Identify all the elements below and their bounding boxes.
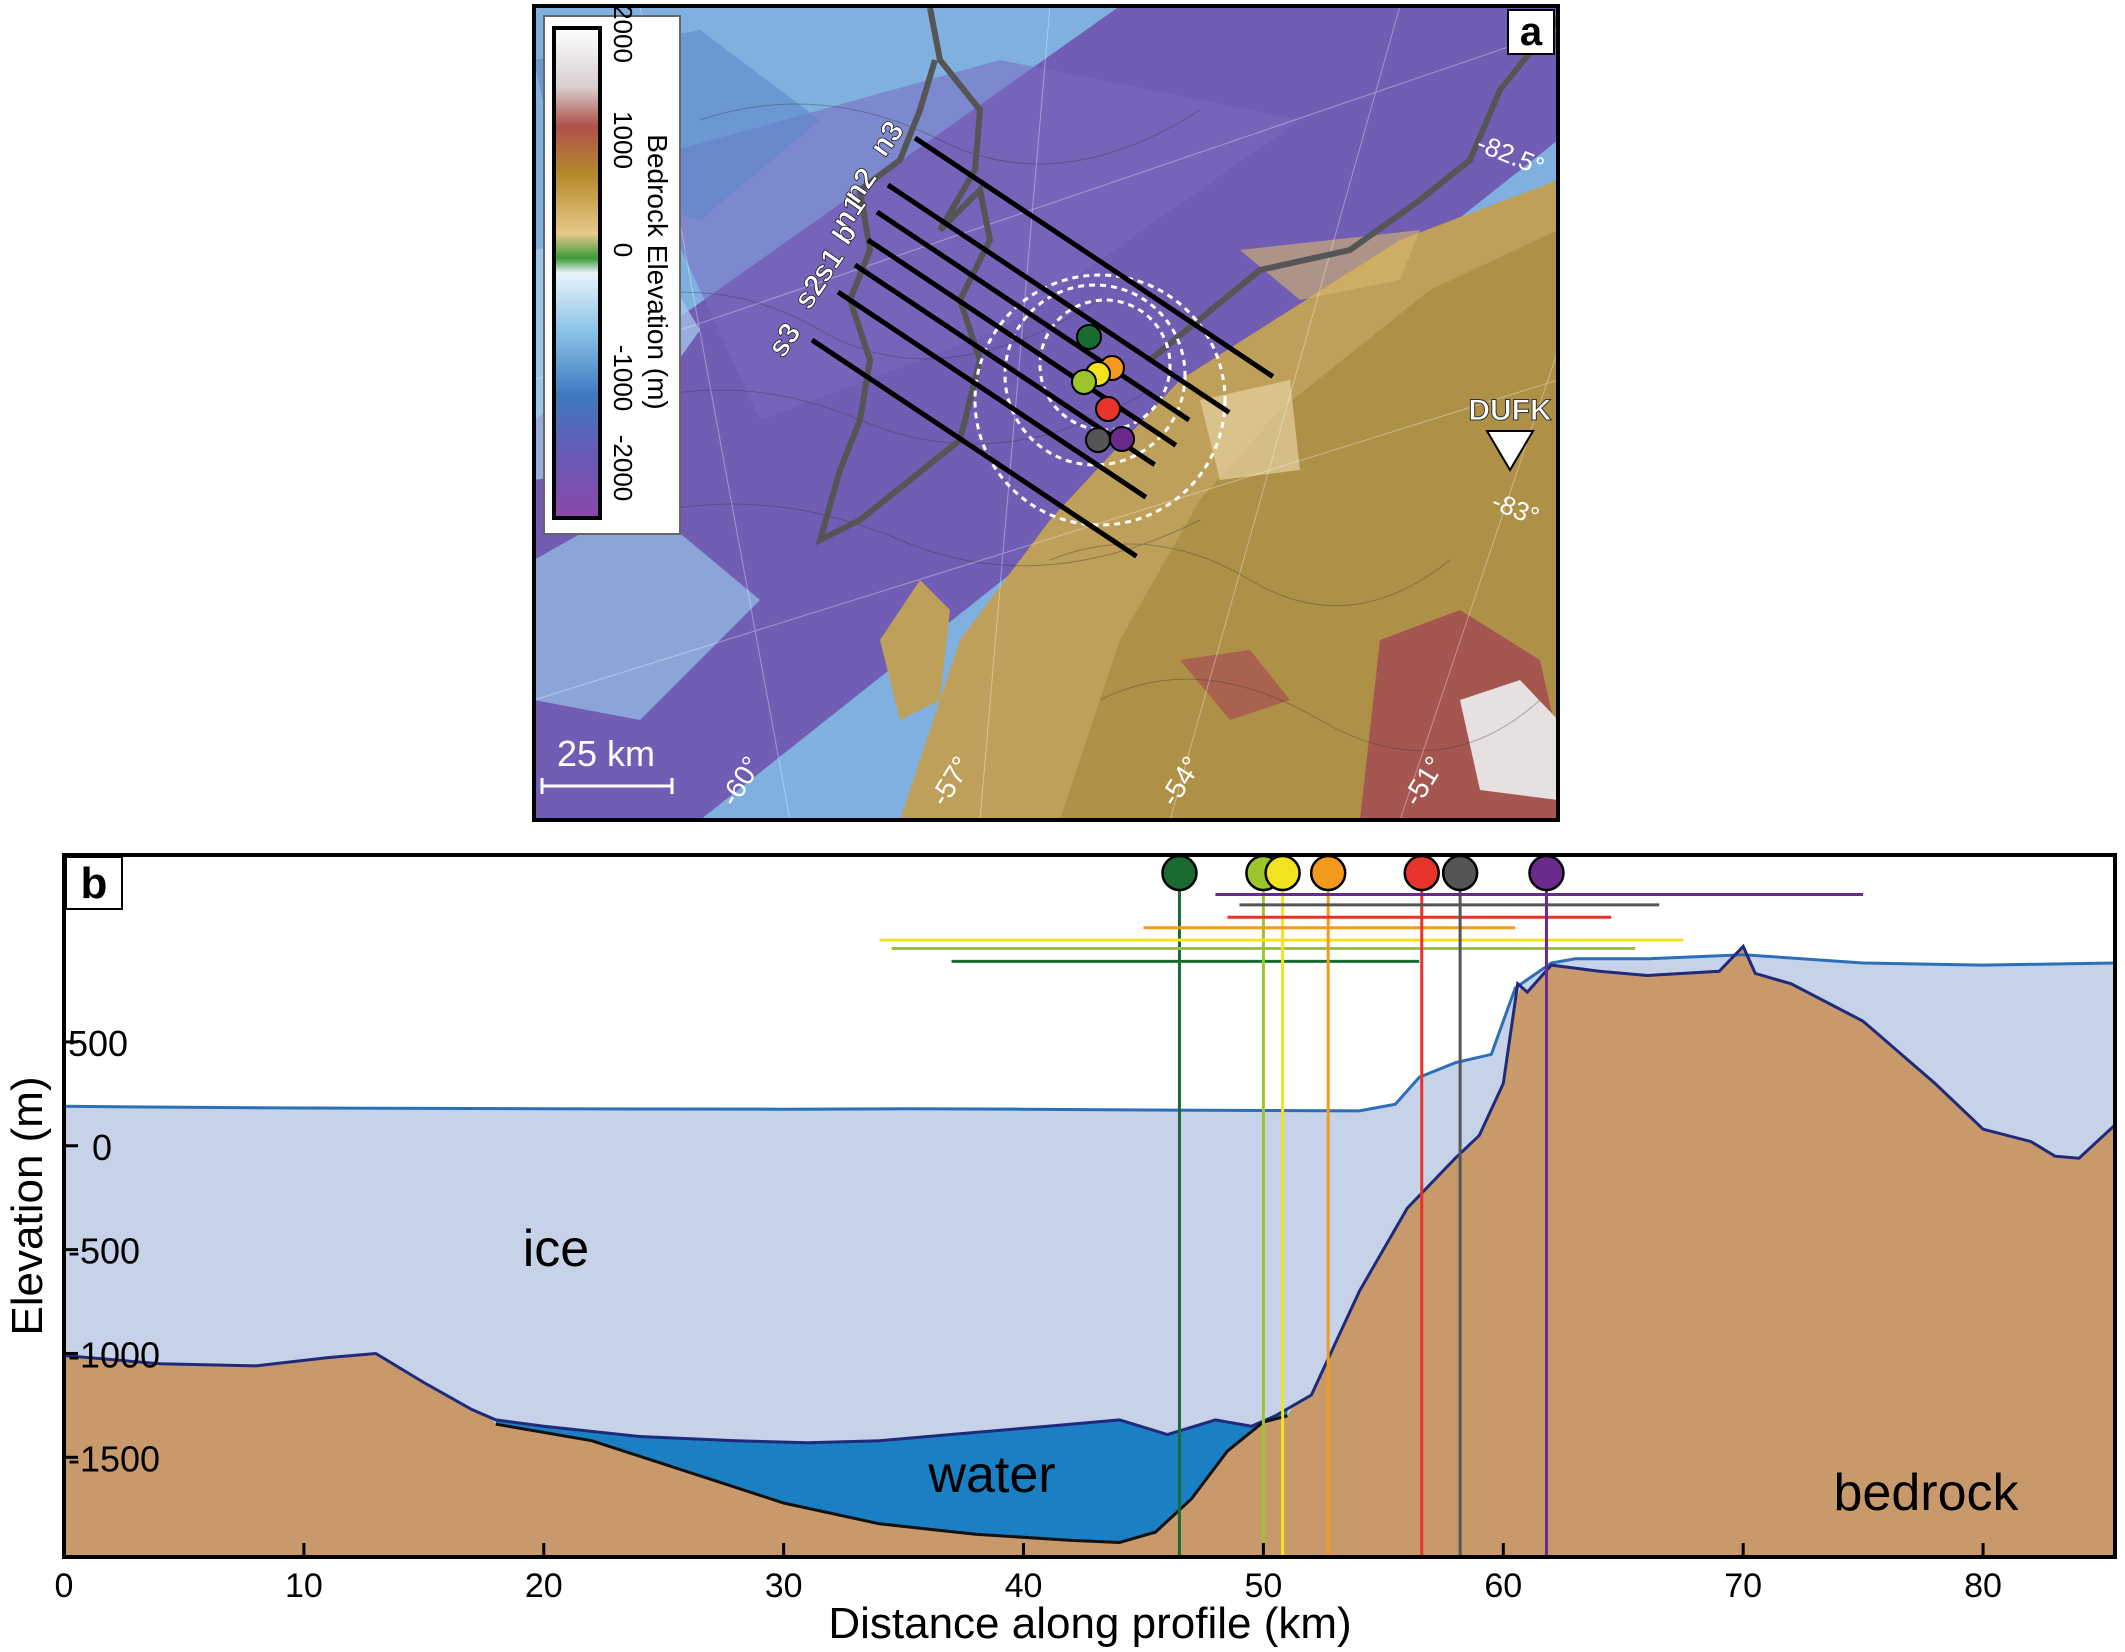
x-axis: 0 10 20 30 40 50 60 70 80 <box>55 1543 2002 1605</box>
colorbar-gradient <box>552 26 602 520</box>
marker-lines <box>879 885 1864 1557</box>
station-label: DUFK <box>1468 394 1552 427</box>
colorbar-ticks: 2000 1000 0 -1000 -2000 <box>608 5 638 501</box>
station-triangle-icon <box>1485 430 1535 472</box>
water-bottom-line <box>495 1414 1288 1545</box>
panel-label-box <box>65 856 123 910</box>
marker-dot <box>1264 854 1301 892</box>
colorbar-tick-label: 1000 <box>608 111 638 169</box>
colorbar-tick-label: -2000 <box>608 435 638 502</box>
y-tick-label: 500 <box>68 1023 128 1064</box>
map-marker <box>1095 396 1121 422</box>
profile-line <box>913 135 1275 379</box>
marker-dot <box>1309 854 1347 892</box>
panel-label-a: a <box>1520 10 1543 54</box>
map-marker <box>1076 324 1102 350</box>
y-tick-label: -500 <box>68 1231 140 1272</box>
y-tick-label: -1000 <box>68 1334 160 1375</box>
marker-dot <box>1161 854 1198 892</box>
profile-line <box>875 209 1191 423</box>
profile-line <box>866 237 1178 448</box>
panel-label-box <box>1507 9 1555 55</box>
profile-line <box>886 182 1231 415</box>
trough-purple <box>534 6 1558 820</box>
x-tick-label: 0 <box>55 1567 74 1605</box>
x-tick-label: 60 <box>1484 1567 1522 1605</box>
bedrock-area <box>64 946 2115 1557</box>
y-axis: 500 0 -500 -1000 -1500 <box>64 1023 160 1479</box>
profile-line <box>810 337 1138 559</box>
x-tick-label: 10 <box>285 1567 323 1605</box>
water-annotation: water <box>927 1446 1055 1504</box>
island <box>880 580 950 720</box>
y-axis-label: Elevation (m) <box>3 1076 52 1335</box>
marker-dot <box>1441 854 1479 892</box>
colorbar-tick-label: -1000 <box>608 345 638 412</box>
x-tick-label: 70 <box>1724 1567 1762 1605</box>
marker-dot <box>1403 854 1440 892</box>
marker-dot <box>1528 854 1565 892</box>
scale-bar: 25 km <box>540 733 674 794</box>
colorbar-tick-label: 0 <box>608 243 638 257</box>
x-tick-label: 50 <box>1245 1567 1283 1605</box>
grounding-line <box>815 7 994 546</box>
panel-b-chart: 0 10 20 30 40 50 60 70 80 500 0 -500 -1000 -1500 Dis… <box>3 853 2117 1648</box>
bedrock-annotation: bedrock <box>1834 1464 2020 1522</box>
y-tick-label: -1500 <box>68 1438 160 1479</box>
map-marker <box>1109 426 1135 452</box>
colorbar-title: Bedrock Elevation (m) <box>642 134 673 409</box>
map-markers <box>1071 324 1135 453</box>
map-marker <box>1071 369 1097 395</box>
marker-dots <box>1161 854 1565 892</box>
bed-line <box>64 943 2115 1445</box>
x-axis-label: Distance along profile (km) <box>828 1599 1351 1648</box>
x-tick-label: 80 <box>1964 1567 2002 1605</box>
x-tick-label: 20 <box>525 1567 563 1605</box>
colorbar: 2000 1000 0 -1000 -2000 Bedrock Elevation (m… <box>543 5 681 535</box>
map-frame <box>532 4 1560 822</box>
plot-frame <box>62 853 2117 1559</box>
x-tick-label: 30 <box>765 1567 803 1605</box>
water-area <box>495 1408 1288 1543</box>
map-marker <box>1085 427 1111 453</box>
ice-annotation: ice <box>523 1220 589 1278</box>
scale-bar-label: 25 km <box>557 733 655 774</box>
y-tick-label: 0 <box>92 1127 112 1168</box>
x-tick-label: 40 <box>1005 1567 1043 1605</box>
panel-label-b: b <box>81 859 108 908</box>
colorbar-tick-label: 2000 <box>608 5 638 63</box>
ice-surface-line <box>64 953 2115 1113</box>
profile-line <box>836 289 1148 500</box>
